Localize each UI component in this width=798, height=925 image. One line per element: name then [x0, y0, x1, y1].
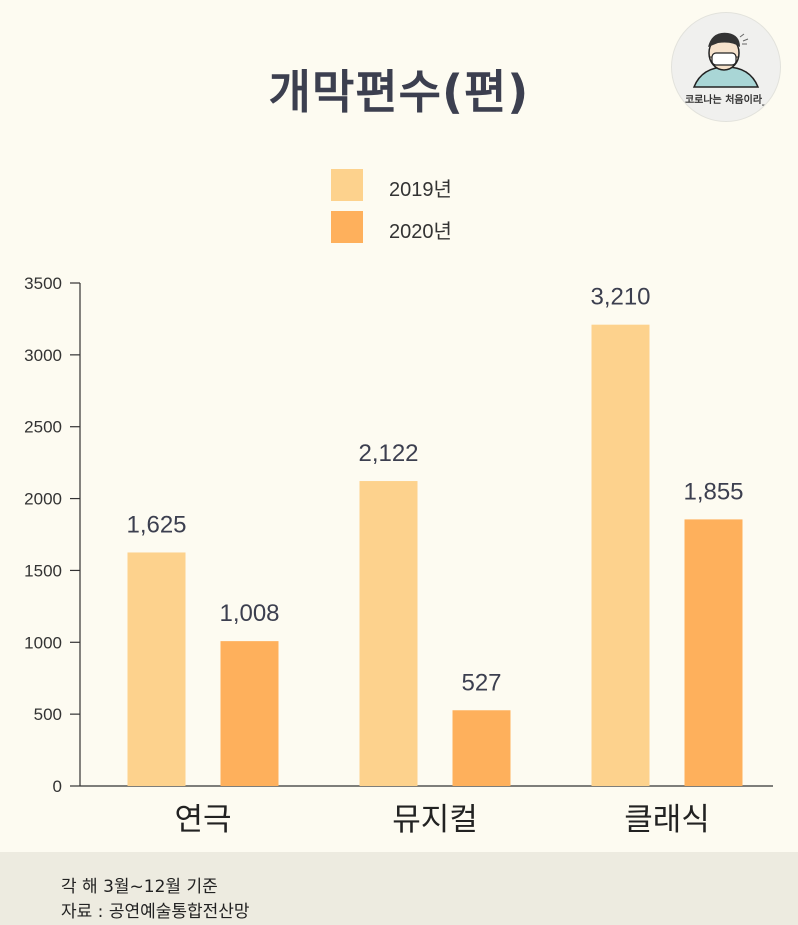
y-tick-label: 2500: [24, 418, 62, 437]
y-tick-label: 1000: [24, 633, 62, 652]
bar: [220, 641, 279, 786]
x-tick-label: 연극: [174, 802, 231, 838]
bar: [684, 519, 743, 786]
bar: [127, 552, 186, 786]
chart-title: 개막편수(편): [268, 65, 530, 119]
footer-basis-note: 각 해 3월~12월 기준: [61, 877, 218, 897]
y-tick-label: 500: [34, 705, 62, 724]
y-tick-label: 1500: [24, 561, 62, 580]
legend-swatch-2020: [331, 211, 363, 243]
bar-value-label: 1,855: [683, 478, 743, 505]
bar-value-label: 527: [461, 669, 501, 696]
bar-value-label: 1,625: [126, 511, 186, 538]
logo-badge: 코로나는 처음이라_: [671, 12, 781, 122]
masked-person-icon: [692, 32, 760, 88]
y-tick-label: 3500: [24, 274, 62, 293]
bar: [359, 481, 418, 786]
footer: 각 해 3월~12월 기준 자료 : 공연예술통합전산망: [0, 852, 798, 925]
y-tick-label: 2000: [24, 490, 62, 509]
bar-value-label: 1,008: [219, 600, 279, 627]
bar-value-label: 2,122: [358, 440, 418, 467]
x-tick-label: 클래식: [624, 802, 710, 838]
y-tick-label: 0: [53, 777, 62, 796]
bar: [591, 324, 650, 786]
y-tick-label: 3000: [24, 346, 62, 365]
logo-text: 코로나는 처음이라_: [684, 95, 768, 106]
legend-label-2020: 2020년: [389, 221, 452, 243]
bar-value-label: 3,210: [590, 284, 650, 311]
x-tick-label: 뮤지컬: [392, 802, 478, 838]
bar-chart: 0 500 1000 1500 2000 2500 3000 3500 1,625 1,008 연극…: [24, 274, 773, 838]
legend-swatch-2019: [331, 169, 363, 201]
footer-source-note: 자료 : 공연예술통합전산망: [61, 902, 250, 922]
bar: [452, 710, 511, 786]
legend-label-2019: 2019년: [389, 179, 452, 201]
